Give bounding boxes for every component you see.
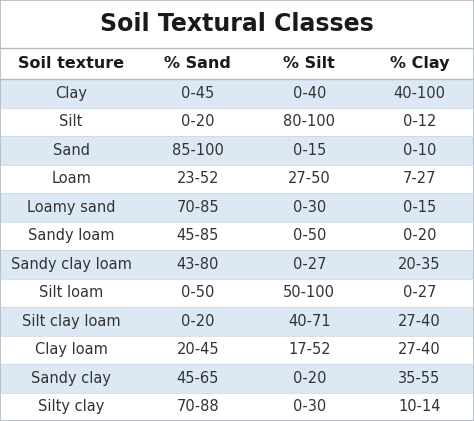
Text: 20-45: 20-45 bbox=[177, 342, 219, 357]
Text: 0-20: 0-20 bbox=[181, 314, 215, 329]
Bar bbox=[254, 48, 365, 79]
Text: Clay loam: Clay loam bbox=[35, 342, 108, 357]
Text: % Clay: % Clay bbox=[390, 56, 449, 71]
Bar bbox=[0, 221, 474, 250]
Bar bbox=[0, 165, 474, 193]
Text: % Silt: % Silt bbox=[283, 56, 335, 71]
Text: 7-27: 7-27 bbox=[403, 171, 436, 187]
Text: 70-88: 70-88 bbox=[177, 399, 219, 414]
Text: 27-40: 27-40 bbox=[398, 342, 441, 357]
Text: 0-12: 0-12 bbox=[403, 115, 436, 129]
Bar bbox=[0, 48, 142, 79]
Text: Loam: Loam bbox=[51, 171, 91, 187]
Text: 85-100: 85-100 bbox=[172, 143, 224, 158]
Bar bbox=[0, 364, 474, 392]
Text: Sandy clay: Sandy clay bbox=[31, 371, 111, 386]
Text: 0-27: 0-27 bbox=[403, 285, 436, 300]
Bar bbox=[0, 279, 474, 307]
Bar bbox=[0, 136, 474, 165]
Text: 0-30: 0-30 bbox=[292, 200, 326, 215]
Text: 70-85: 70-85 bbox=[177, 200, 219, 215]
Text: 0-15: 0-15 bbox=[292, 143, 326, 158]
Text: 0-50: 0-50 bbox=[181, 285, 215, 300]
Text: 45-85: 45-85 bbox=[177, 228, 219, 243]
Bar bbox=[0, 307, 474, 336]
Text: 27-40: 27-40 bbox=[398, 314, 441, 329]
Text: 35-55: 35-55 bbox=[398, 371, 441, 386]
Text: 0-27: 0-27 bbox=[292, 257, 326, 272]
Bar bbox=[0, 250, 474, 279]
Text: 20-35: 20-35 bbox=[398, 257, 441, 272]
Text: 0-20: 0-20 bbox=[292, 371, 326, 386]
Text: 23-52: 23-52 bbox=[177, 171, 219, 187]
Bar bbox=[365, 48, 474, 79]
Text: Loamy sand: Loamy sand bbox=[27, 200, 115, 215]
Bar bbox=[0, 336, 474, 364]
Text: 40-71: 40-71 bbox=[288, 314, 330, 329]
Text: 40-100: 40-100 bbox=[393, 86, 446, 101]
Text: 0-50: 0-50 bbox=[292, 228, 326, 243]
Text: % Sand: % Sand bbox=[164, 56, 231, 71]
Text: Sand: Sand bbox=[53, 143, 90, 158]
Text: Clay: Clay bbox=[55, 86, 87, 101]
Bar bbox=[142, 48, 254, 79]
Text: 0-30: 0-30 bbox=[292, 399, 326, 414]
Text: 0-20: 0-20 bbox=[403, 228, 436, 243]
Text: Sandy clay loam: Sandy clay loam bbox=[10, 257, 132, 272]
Text: Soil texture: Soil texture bbox=[18, 56, 124, 71]
Bar bbox=[0, 193, 474, 221]
Text: 0-20: 0-20 bbox=[181, 115, 215, 129]
Text: 43-80: 43-80 bbox=[177, 257, 219, 272]
Text: 0-15: 0-15 bbox=[403, 200, 436, 215]
Text: 0-40: 0-40 bbox=[292, 86, 326, 101]
Text: 50-100: 50-100 bbox=[283, 285, 335, 300]
Text: Silt loam: Silt loam bbox=[39, 285, 103, 300]
Text: Silt clay loam: Silt clay loam bbox=[22, 314, 120, 329]
Text: 10-14: 10-14 bbox=[398, 399, 441, 414]
Text: 80-100: 80-100 bbox=[283, 115, 335, 129]
Text: Soil Textural Classes: Soil Textural Classes bbox=[100, 12, 374, 36]
Bar bbox=[0, 79, 474, 108]
Text: 27-50: 27-50 bbox=[288, 171, 331, 187]
Text: Sandy loam: Sandy loam bbox=[28, 228, 114, 243]
Text: 45-65: 45-65 bbox=[177, 371, 219, 386]
Bar bbox=[0, 108, 474, 136]
Text: Silty clay: Silty clay bbox=[38, 399, 104, 414]
Text: 0-45: 0-45 bbox=[181, 86, 215, 101]
Text: Silt: Silt bbox=[59, 115, 83, 129]
Text: 17-52: 17-52 bbox=[288, 342, 330, 357]
Bar bbox=[0, 392, 474, 421]
Text: 0-10: 0-10 bbox=[403, 143, 436, 158]
